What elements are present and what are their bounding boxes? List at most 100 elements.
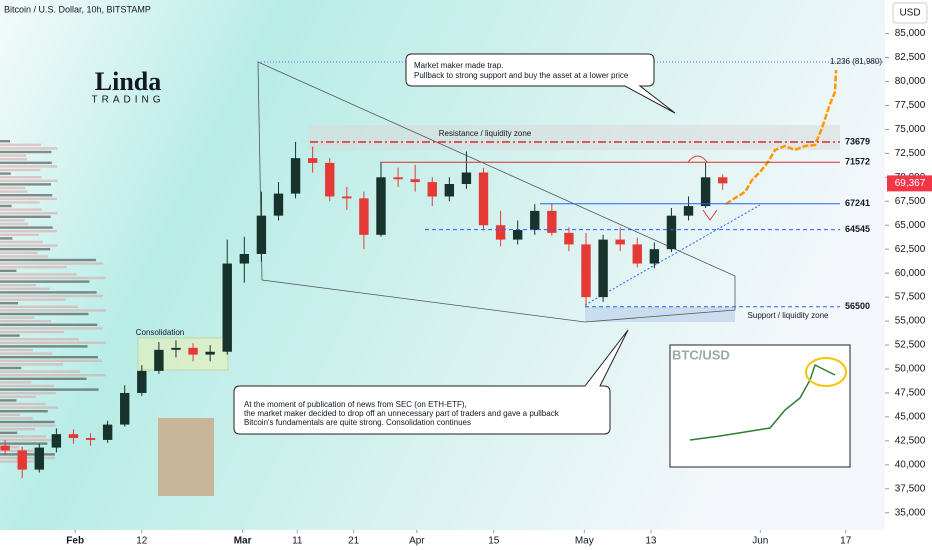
profile-bar (0, 384, 54, 388)
y-tick-label: 62,500 (895, 244, 926, 255)
profile-bar (0, 298, 66, 301)
candle-body (256, 215, 267, 254)
y-tick-label: 57,500 (895, 292, 926, 303)
profile-bar (0, 323, 98, 326)
profile-bar (0, 294, 103, 298)
profile-bar (0, 150, 52, 154)
candle-body (478, 172, 489, 226)
y-tick-label: 75,000 (895, 124, 926, 135)
top-arc (687, 155, 708, 163)
candle-body (530, 210, 540, 231)
profile-bar (0, 208, 43, 211)
profile-bar (0, 377, 87, 380)
profile-bar (0, 262, 104, 265)
currency: USD (899, 8, 920, 19)
candles (0, 141, 728, 479)
profile-bar (0, 356, 98, 359)
trap-text: Market maker made trap. (414, 61, 503, 70)
inset-frame (669, 344, 851, 468)
x-tick-label: Jun (752, 536, 768, 547)
profile-bar (0, 158, 27, 161)
profile-bar (0, 255, 49, 258)
profile-bar (0, 345, 88, 348)
profile-bar (0, 438, 58, 442)
y-tick-label: 50,000 (895, 364, 926, 375)
x-tick-label: 13 (645, 536, 657, 547)
x-tick-label: 15 (488, 536, 500, 547)
candle-body (359, 198, 369, 235)
profile-bar (0, 240, 43, 244)
candle-body (188, 347, 198, 355)
candle-body (393, 177, 403, 180)
price-axis (885, 0, 932, 550)
x-tick-label: Apr (409, 536, 425, 547)
profile-bar (0, 194, 53, 197)
candle-body (0, 445, 10, 451)
candle-body (85, 437, 96, 440)
level-label: 56500 (845, 301, 870, 311)
candle-body (325, 162, 335, 197)
profile-bar (0, 222, 29, 226)
profile-bar (0, 309, 106, 312)
profile-bar (0, 374, 106, 377)
profile-bar (0, 348, 33, 352)
profile-bar (0, 280, 90, 283)
profile-bar (0, 273, 77, 276)
x-tick-label: Mar (234, 536, 252, 547)
profile-bar (0, 251, 38, 254)
candle-body (598, 239, 608, 298)
profile-bar (0, 388, 99, 391)
y-tick-label: 35,000 (895, 507, 926, 518)
candle-body (34, 447, 44, 470)
profile-bar (0, 190, 28, 193)
candle-body (410, 179, 420, 183)
candle-body (495, 225, 506, 240)
y-tick-label: 85,000 (895, 28, 926, 39)
currency-box (892, 2, 928, 24)
candle-body (427, 182, 437, 197)
profile-bar (0, 237, 13, 240)
profile-bar (0, 366, 22, 370)
last-price-box (887, 175, 932, 192)
chart-title: Bitcoin / U.S. Dollar, 10h, BITSTAMP (4, 4, 151, 14)
candle-body (102, 424, 113, 440)
photo (158, 418, 214, 496)
x-tick-label: 17 (840, 536, 852, 547)
support-label: Support / liquidity zone (748, 311, 829, 320)
candle-body (666, 215, 677, 250)
candle-body (649, 249, 660, 264)
y-tick-label: 60,000 (895, 268, 926, 279)
profile-bar (0, 341, 106, 344)
profile-bar (0, 420, 55, 424)
candle-body (547, 210, 557, 233)
profile-bar (0, 428, 36, 431)
profile-bar (0, 363, 63, 366)
profile-bar (0, 226, 53, 229)
profile-bar (0, 230, 57, 233)
profile-bar (0, 320, 52, 323)
consolidation-label: Consolidation (136, 328, 184, 337)
candle-body (632, 244, 642, 264)
candle-body (222, 263, 232, 352)
candle-body (717, 177, 728, 184)
y-tick-label: 45,000 (895, 412, 926, 423)
profile-bar (0, 276, 106, 280)
candle-body (461, 172, 472, 185)
profile-bar (0, 330, 65, 334)
y-tick-label: 77,500 (895, 100, 926, 111)
profile-bar (0, 201, 40, 204)
profile-bar (0, 456, 56, 460)
levels: 73679 71572 67241 64545 56500 (310, 136, 870, 311)
profile-bar (0, 442, 48, 445)
x-tick-label: Feb (66, 536, 84, 547)
y-tick-label: 40,000 (895, 459, 926, 470)
x-tick-label: 21 (348, 536, 360, 547)
profile-bar (0, 413, 20, 416)
profile-bar (0, 402, 46, 406)
trap-callout (405, 53, 676, 114)
logo-name: Linda (95, 67, 162, 96)
profile-bar (0, 338, 79, 341)
support-zone (585, 307, 735, 322)
profile-bar (0, 183, 52, 186)
